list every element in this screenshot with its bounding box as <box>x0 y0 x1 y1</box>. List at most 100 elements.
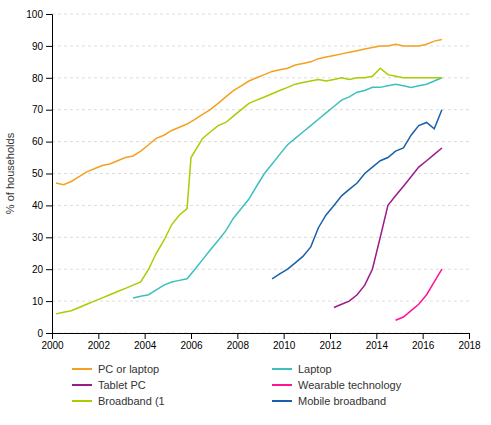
x-tick: 2008 <box>227 333 250 351</box>
tick-mark <box>46 174 52 175</box>
legend-label: Laptop <box>298 363 332 375</box>
series-line <box>396 269 442 320</box>
y-axis: 0 10 20 30 40 50 60 70 80 90 100 <box>26 9 52 339</box>
legend-swatch <box>272 368 292 370</box>
x-tick: 2004 <box>134 333 157 351</box>
tick-label: 70 <box>32 104 44 115</box>
grid-line <box>52 269 469 270</box>
grid-line <box>52 205 469 206</box>
y-tick: 90 <box>32 41 52 52</box>
lines <box>56 40 442 321</box>
tick-label: 2002 <box>88 340 111 351</box>
legend-item: PC or laptop <box>72 363 159 375</box>
axis-line <box>53 334 470 340</box>
tick-label: 80 <box>32 73 44 84</box>
tick-mark <box>469 333 470 339</box>
series-line <box>272 110 442 279</box>
tick-label: 2014 <box>366 340 389 351</box>
series-line <box>56 40 442 185</box>
y-tick: 50 <box>32 168 52 179</box>
axis-line <box>46 15 53 334</box>
x-tick: 2006 <box>180 333 203 351</box>
tick-label: 2000 <box>41 340 64 351</box>
x-tick: 2016 <box>412 333 435 351</box>
tick-mark <box>46 14 52 15</box>
tick-mark <box>46 142 52 143</box>
y-axis-title: % of households <box>4 132 16 214</box>
tick-mark <box>46 237 52 238</box>
tick-label: 2004 <box>134 340 157 351</box>
tick-mark <box>284 333 285 339</box>
tick-mark <box>46 110 52 111</box>
plot: 2000200220042006200820102012201420162018… <box>26 9 481 351</box>
legend: PC or laptop Laptop Tablet PC Wearable tech… <box>72 363 402 407</box>
tick-mark <box>46 333 52 334</box>
tick-label: 60 <box>32 136 44 147</box>
legend-item: Wearable technology <box>272 379 402 391</box>
tick-mark <box>98 333 99 339</box>
series-line <box>334 148 442 308</box>
legend-label: PC or laptop <box>98 363 159 375</box>
tick-label: 2010 <box>273 340 296 351</box>
y-tick: 0 <box>37 328 52 339</box>
legend-label: Tablet PC <box>98 379 146 391</box>
legend-item: Mobile broadband <box>272 395 386 407</box>
grid-line <box>52 237 469 238</box>
tick-mark <box>46 301 52 302</box>
tick-label: 100 <box>26 9 43 20</box>
y-tick: 70 <box>32 104 52 115</box>
tick-mark <box>145 333 146 339</box>
tick-label: 0 <box>37 328 43 339</box>
tick-mark <box>423 333 424 339</box>
tick-label: 2012 <box>319 340 342 351</box>
tick-mark <box>330 333 331 339</box>
tick-label: 10 <box>32 296 44 307</box>
tick-label: 2016 <box>412 340 435 351</box>
legend-swatch <box>72 400 92 402</box>
x-tick: 2000 <box>41 333 64 351</box>
x-tick: 2012 <box>319 333 342 351</box>
x-tick: 2014 <box>366 333 389 351</box>
tick-label: 2018 <box>458 340 481 351</box>
y-tick: 30 <box>32 232 52 243</box>
tick-label: 2006 <box>180 340 203 351</box>
legend-item: Laptop <box>272 363 332 375</box>
tick-mark <box>46 205 52 206</box>
grid-line <box>52 301 469 302</box>
tick-mark <box>46 78 52 79</box>
tick-label: 40 <box>32 200 44 211</box>
x-tick: 2002 <box>88 333 111 351</box>
tick-label: 90 <box>32 41 44 52</box>
legend-swatch <box>272 400 292 402</box>
y-tick: 40 <box>32 200 52 211</box>
tick-mark <box>46 46 52 47</box>
x-axis: 2000 2002 2004 2006 2008 2010 2012 2014 2016 2018 <box>41 333 481 351</box>
legend-item: Broadband (1 <box>72 395 165 407</box>
legend-swatch <box>272 384 292 386</box>
legend-label: Mobile broadband <box>298 395 386 407</box>
tick-label: 30 <box>32 232 44 243</box>
legend-swatch <box>72 368 92 370</box>
series-line <box>56 68 442 314</box>
tick-label: 50 <box>32 168 44 179</box>
series-line <box>133 78 442 298</box>
grid-line <box>52 14 469 15</box>
x-tick: 2018 <box>458 333 481 351</box>
tick-mark <box>46 269 52 270</box>
legend-label: Wearable technology <box>298 379 402 391</box>
y-tick: 20 <box>32 264 52 275</box>
y-tick: 60 <box>32 136 52 147</box>
tick-mark <box>191 333 192 339</box>
grid-line <box>52 173 469 174</box>
y-tick: 80 <box>32 73 52 84</box>
legend-label: Broadband (1 <box>98 395 165 407</box>
tick-mark <box>376 333 377 339</box>
x-tick: 2010 <box>273 333 296 351</box>
y-tick: 10 <box>32 296 52 307</box>
y-tick: 100 <box>26 9 52 20</box>
grid <box>52 14 469 333</box>
legend-item: Tablet PC <box>72 379 146 391</box>
legend-swatch <box>72 384 92 386</box>
tick-mark <box>237 333 238 339</box>
tick-label: 20 <box>32 264 44 275</box>
